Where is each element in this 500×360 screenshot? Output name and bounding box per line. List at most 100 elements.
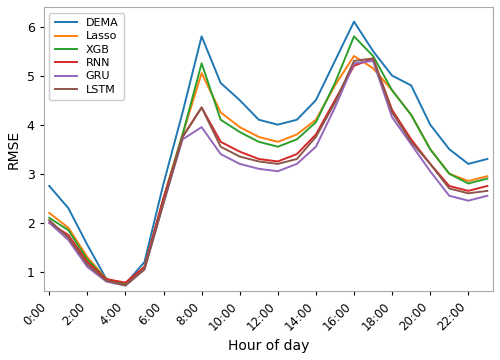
XGB	[256, 140, 262, 144]
DEMA	[294, 118, 300, 122]
RNN	[66, 233, 71, 237]
XGB	[351, 34, 357, 39]
Line: LSTM: LSTM	[49, 58, 488, 285]
LSTM	[466, 191, 471, 195]
XGB	[180, 132, 186, 137]
DEMA	[408, 83, 414, 87]
XGB	[160, 196, 166, 201]
GRU	[256, 167, 262, 171]
DEMA	[142, 260, 148, 264]
Lasso	[427, 147, 433, 151]
LSTM	[351, 59, 357, 63]
LSTM	[275, 162, 281, 166]
LSTM	[180, 135, 186, 139]
LSTM	[389, 110, 395, 114]
XGB	[198, 61, 204, 66]
RNN	[46, 221, 52, 225]
Lasso	[446, 172, 452, 176]
LSTM	[84, 262, 90, 267]
Legend: DEMA, Lasso, XGB, RNN, GRU, LSTM: DEMA, Lasso, XGB, RNN, GRU, LSTM	[49, 13, 124, 100]
Lasso	[104, 277, 110, 281]
DEMA	[427, 122, 433, 127]
Lasso	[180, 132, 186, 137]
Y-axis label: RMSE: RMSE	[7, 130, 21, 169]
GRU	[104, 279, 110, 284]
GRU	[66, 238, 71, 242]
RNN	[84, 260, 90, 264]
XGB	[236, 130, 242, 134]
Lasso	[275, 140, 281, 144]
Lasso	[142, 265, 148, 269]
XGB	[294, 137, 300, 141]
Lasso	[198, 71, 204, 75]
DEMA	[236, 98, 242, 102]
GRU	[180, 137, 186, 141]
GRU	[466, 198, 471, 203]
RNN	[484, 184, 490, 188]
RNN	[351, 64, 357, 68]
RNN	[466, 189, 471, 193]
XGB	[275, 145, 281, 149]
RNN	[446, 184, 452, 188]
XGB	[466, 181, 471, 186]
XGB	[66, 228, 71, 232]
Lasso	[66, 225, 71, 230]
XGB	[46, 216, 52, 220]
RNN	[180, 135, 186, 139]
GRU	[351, 61, 357, 66]
GRU	[46, 221, 52, 225]
GRU	[389, 115, 395, 120]
DEMA	[104, 277, 110, 281]
LSTM	[66, 235, 71, 240]
GRU	[142, 267, 148, 271]
LSTM	[446, 186, 452, 190]
RNN	[389, 108, 395, 112]
XGB	[313, 120, 319, 124]
GRU	[446, 194, 452, 198]
RNN	[313, 132, 319, 137]
RNN	[218, 140, 224, 144]
DEMA	[389, 73, 395, 78]
Lasso	[370, 66, 376, 71]
Lasso	[218, 110, 224, 114]
DEMA	[218, 81, 224, 85]
Line: Lasso: Lasso	[49, 56, 488, 284]
RNN	[370, 56, 376, 60]
Line: XGB: XGB	[49, 36, 488, 284]
DEMA	[275, 122, 281, 127]
GRU	[332, 105, 338, 110]
DEMA	[313, 98, 319, 102]
LSTM	[256, 159, 262, 163]
RNN	[275, 159, 281, 163]
GRU	[236, 162, 242, 166]
LSTM	[160, 201, 166, 205]
Lasso	[351, 54, 357, 58]
XGB	[484, 176, 490, 181]
Lasso	[122, 282, 128, 286]
XGB	[332, 81, 338, 85]
GRU	[160, 201, 166, 205]
DEMA	[370, 49, 376, 53]
RNN	[236, 149, 242, 154]
GRU	[275, 169, 281, 174]
DEMA	[332, 59, 338, 63]
Lasso	[484, 174, 490, 178]
DEMA	[84, 243, 90, 247]
GRU	[408, 142, 414, 147]
X-axis label: Hour of day: Hour of day	[228, 339, 309, 353]
GRU	[122, 283, 128, 288]
XGB	[446, 172, 452, 176]
DEMA	[122, 282, 128, 286]
Lasso	[236, 125, 242, 129]
XGB	[408, 113, 414, 117]
GRU	[218, 152, 224, 156]
DEMA	[466, 162, 471, 166]
LSTM	[46, 218, 52, 222]
RNN	[427, 162, 433, 166]
Lasso	[313, 118, 319, 122]
LSTM	[408, 140, 414, 144]
DEMA	[46, 184, 52, 188]
LSTM	[122, 283, 128, 288]
LSTM	[104, 279, 110, 283]
RNN	[142, 265, 148, 269]
